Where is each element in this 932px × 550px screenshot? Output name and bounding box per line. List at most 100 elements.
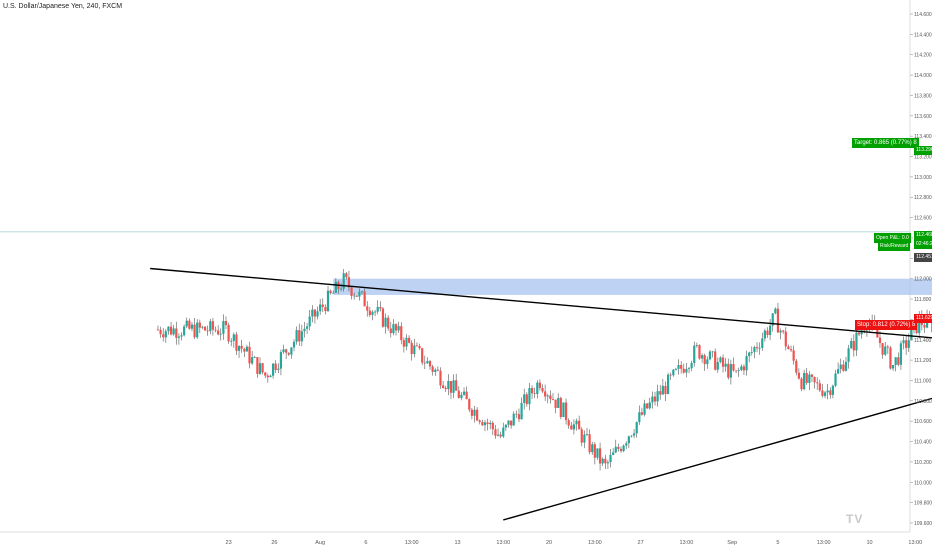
candle-body (358, 291, 361, 297)
candle-body (408, 337, 411, 343)
candle-body (434, 369, 437, 372)
candle-body (748, 352, 751, 357)
candle-body (549, 395, 552, 400)
candle-body (677, 364, 680, 369)
candle-body (486, 422, 489, 425)
time-tick-label: 5 (776, 540, 779, 546)
candle-body (784, 331, 787, 347)
candle-body (648, 402, 651, 409)
target-price-tag: 113.296 (914, 146, 932, 155)
open-pnl-label: Open P&L: 0.0 (874, 233, 911, 243)
candle-body (635, 422, 638, 434)
candle-body (570, 425, 573, 430)
candle-body (792, 350, 795, 361)
candle-body (850, 340, 853, 349)
candle-body (774, 308, 777, 314)
price-tick-label: 109.800 (914, 501, 932, 507)
candle-body (755, 347, 759, 349)
candle-body (494, 429, 497, 436)
candle-body (690, 363, 693, 369)
candle-body (528, 387, 531, 405)
candle-body (366, 306, 369, 311)
candle-body (719, 357, 722, 363)
candle-body (899, 343, 903, 365)
candle-body (578, 420, 581, 430)
candle-body (829, 390, 832, 395)
candle-body (763, 330, 766, 339)
candle-body (666, 374, 670, 394)
candle-body (379, 306, 382, 309)
candle-body (614, 446, 617, 453)
price-tick-label: 112.800 (914, 195, 932, 201)
price-tick-label: 114.000 (914, 73, 932, 79)
candle-body (674, 368, 678, 370)
candle-body (261, 363, 264, 373)
candle-body (350, 287, 353, 297)
time-tick-label: 6 (364, 540, 367, 546)
candle-body (243, 348, 246, 352)
candle-body (520, 402, 523, 420)
candle-body (818, 383, 821, 391)
candle-body (643, 403, 646, 415)
candle-body (536, 382, 539, 394)
candle-body (776, 308, 780, 333)
candle-body (190, 324, 194, 329)
candle-body (640, 412, 644, 415)
time-tick-label: 13:00 (680, 540, 694, 546)
candle-body (598, 448, 602, 464)
candle-body (761, 338, 764, 348)
candle-body (167, 326, 170, 332)
candle-body (353, 295, 356, 297)
candle-body (601, 458, 604, 464)
candle-body (630, 435, 633, 437)
candle-body (319, 304, 322, 312)
candle-body (551, 399, 555, 400)
candle-body (619, 448, 623, 452)
candle-body (771, 313, 774, 326)
candle-body (334, 281, 337, 293)
candle-body (813, 376, 816, 383)
candle-body (305, 326, 309, 329)
trendlines-layer (150, 267, 932, 521)
candle-body (345, 273, 348, 278)
candle-body (554, 399, 557, 408)
candle-body (481, 422, 484, 426)
candle-body (661, 385, 664, 395)
candle-body (735, 370, 738, 372)
candle-body (591, 444, 594, 453)
candle-body (360, 291, 364, 293)
candle-body (230, 340, 233, 342)
candle-body (253, 357, 256, 358)
time-tick-label: 20 (546, 540, 552, 546)
candle-body (460, 394, 463, 399)
candle-body (651, 396, 654, 403)
candle-body (196, 322, 199, 338)
candle-body (290, 347, 293, 355)
candle-body (708, 351, 712, 360)
candle-body (206, 330, 209, 332)
time-axis: 23 26 Aug 6 13:00 13 13:00 20 13:00 27 13:00 Sep 5 13… (226, 540, 923, 546)
price-tick-label: 111.800 (914, 297, 932, 303)
candle-body (389, 328, 392, 334)
trendline-ascending-support (503, 397, 932, 521)
time-tick-label: 13:00 (817, 540, 831, 546)
price-tick-label: 111.400 (914, 338, 932, 344)
risk-reward-label: Risk/Reward (878, 241, 911, 251)
candle-body (810, 374, 814, 377)
candle-body (224, 320, 228, 326)
candle-body (672, 369, 675, 376)
candle-body (517, 414, 521, 420)
candle-body (758, 347, 761, 349)
candle-body (923, 325, 926, 328)
candle-body (326, 290, 330, 312)
candle-body (266, 375, 269, 378)
candle-body (308, 316, 311, 327)
candle-body (193, 324, 196, 338)
candle-body (727, 363, 730, 378)
candle-body (279, 352, 283, 369)
candle-body (269, 375, 272, 378)
candle-body (227, 325, 230, 342)
candle-body (313, 309, 317, 317)
price-tick-label: 110.400 (914, 440, 932, 446)
